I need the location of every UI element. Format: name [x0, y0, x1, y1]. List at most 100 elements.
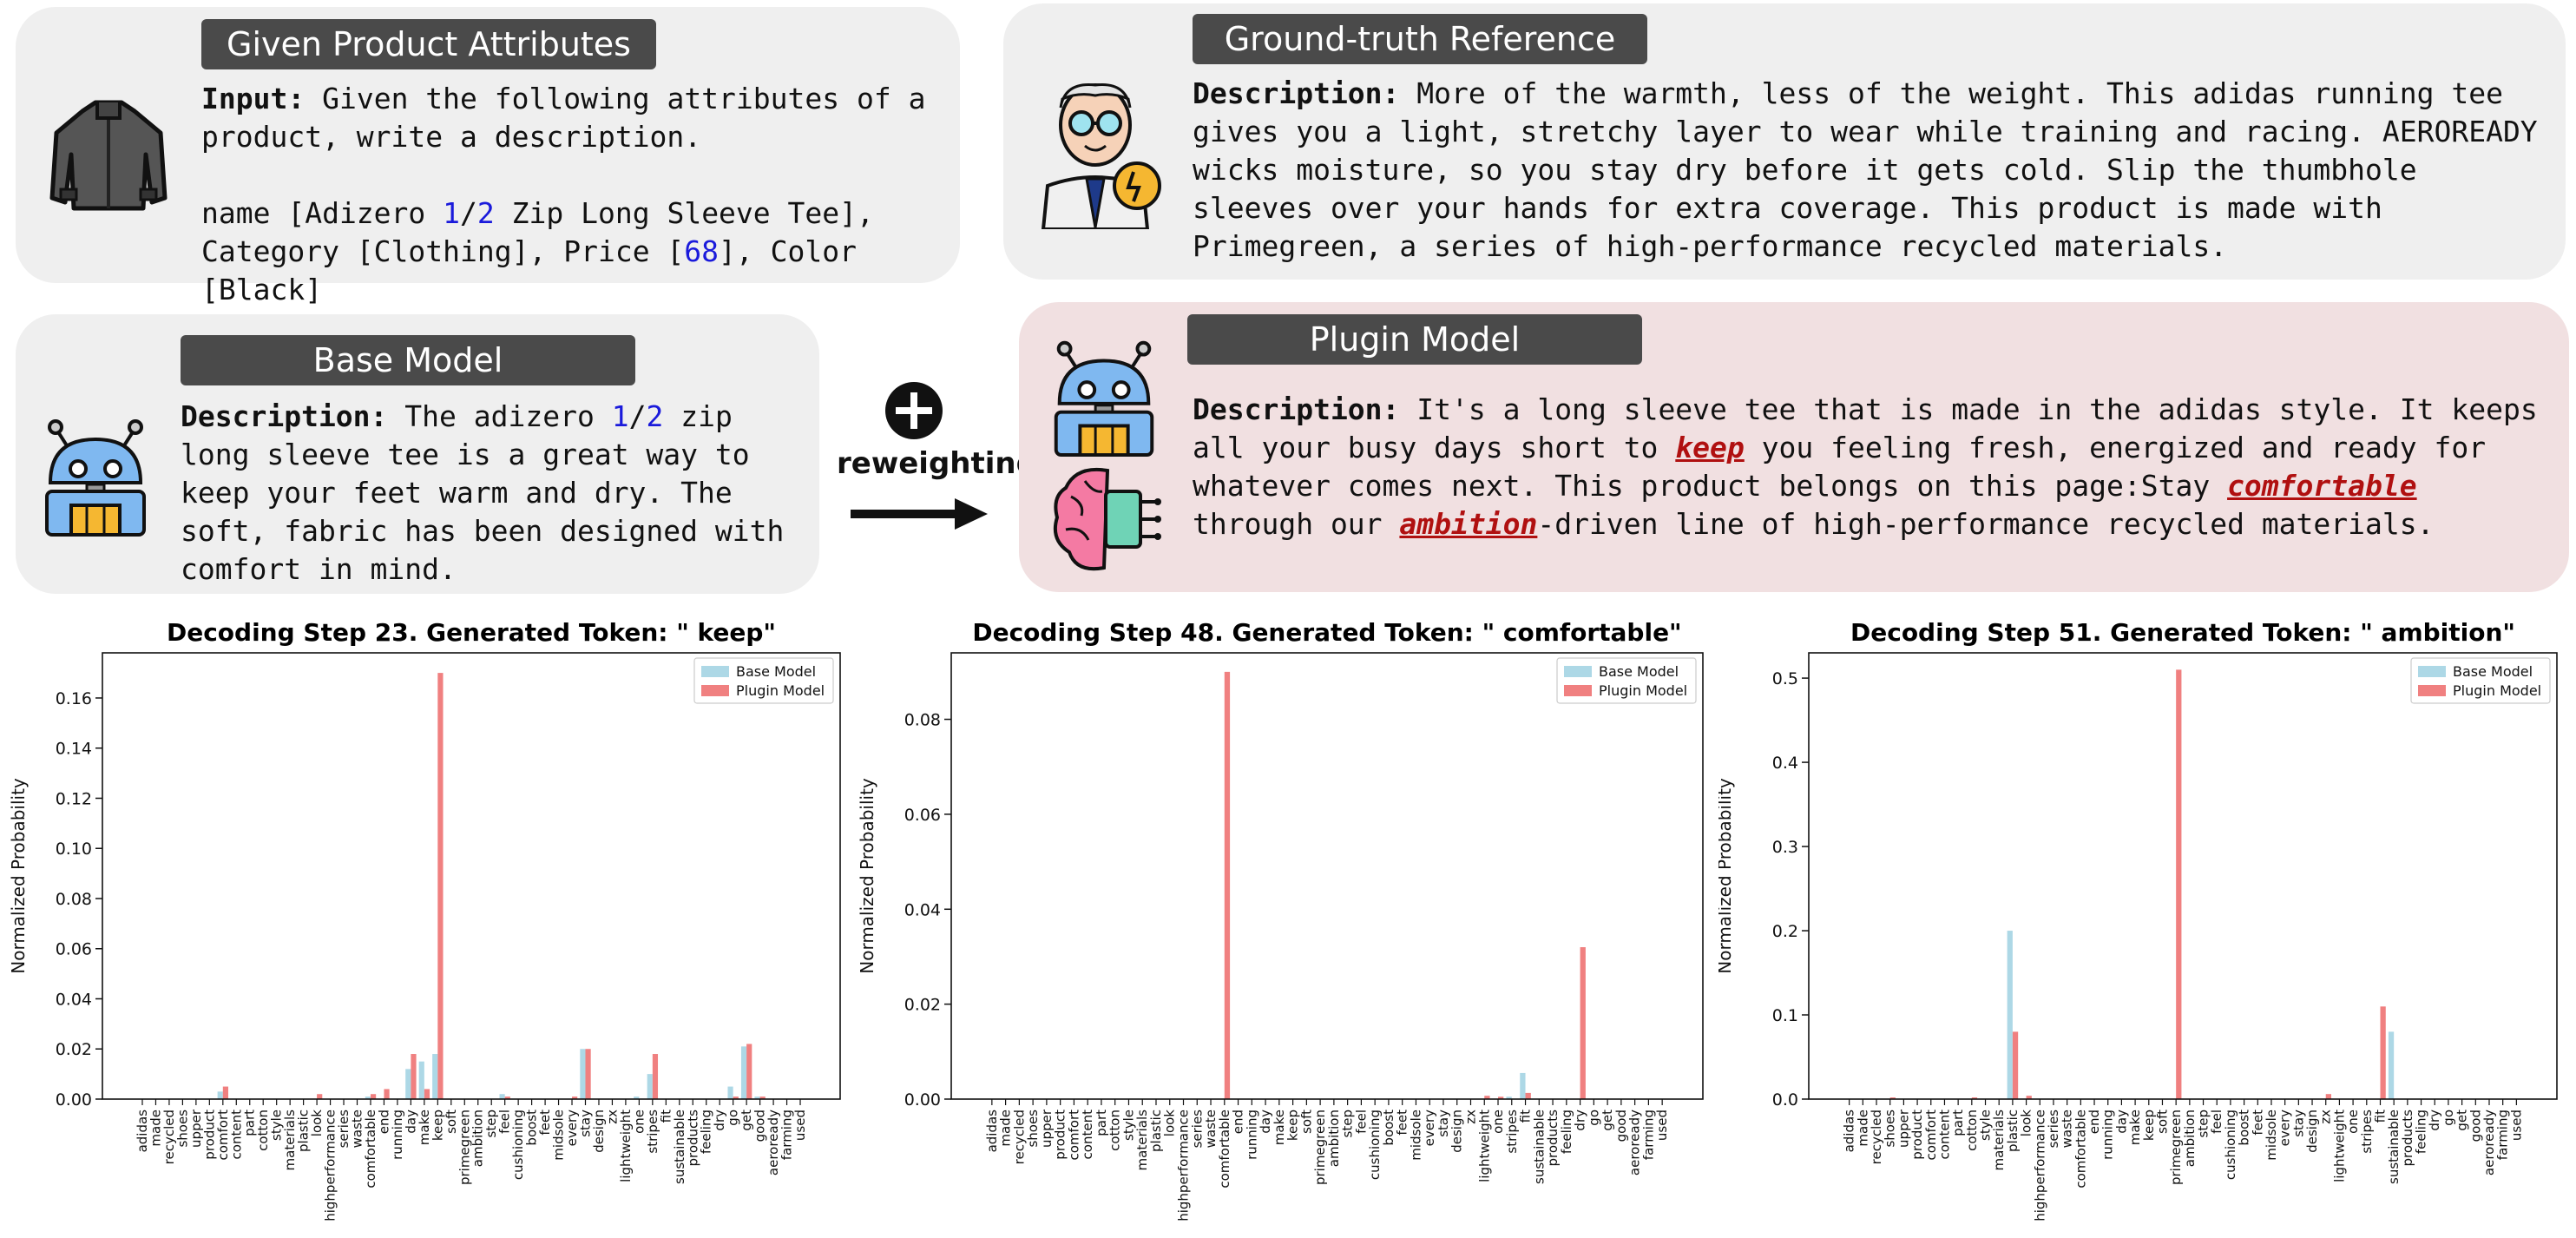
reference-description: Description: More of the warmth, less of… [1193, 76, 2555, 263]
x-tick-label: soft [444, 1110, 459, 1134]
x-tick-label: made [998, 1110, 1014, 1147]
x-tick-label: feel [1353, 1110, 1369, 1134]
x-tick-label: soft [1298, 1110, 1314, 1134]
y-tick-label: 0.08 [56, 890, 92, 909]
plot-frame [102, 652, 841, 1100]
bar-plugin-look [317, 1094, 323, 1099]
x-tick-label: recycled [1869, 1110, 1884, 1164]
x-tick-label: feel [497, 1110, 513, 1134]
x-tick-label: get [2454, 1110, 2470, 1131]
x-tick-label: day [403, 1110, 418, 1134]
x-tick-label: go [2441, 1110, 2456, 1126]
x-tick-label: fit [658, 1110, 674, 1123]
y-tick-label: 0.16 [56, 689, 92, 708]
x-tick-label: day [1258, 1110, 1273, 1134]
x-tick-label: aeroready [2481, 1110, 2497, 1175]
given-attributes-title: Given Product Attributes [201, 19, 656, 69]
x-tick-label: feet [2250, 1110, 2265, 1136]
x-tick-label: series [336, 1110, 352, 1149]
bar-plugin-good [759, 1096, 766, 1099]
given-attributes-line1: name [Adizero 1/2 Zip Long Sleeve Tee], [201, 196, 874, 230]
bar-plugin-fit [2380, 1006, 2386, 1099]
x-tick-label: comfortable [1217, 1110, 1232, 1189]
x-tick-label: farming [2495, 1110, 2511, 1160]
y-tick-label: 0.0 [1772, 1090, 1798, 1110]
x-tick-label: ambition [1326, 1110, 1342, 1167]
x-tick-label: waste [350, 1110, 365, 1148]
robot-icon [45, 419, 146, 537]
x-tick-label: design [1449, 1110, 1465, 1153]
x-tick-label: end [376, 1110, 391, 1134]
x-tick-label: series [2046, 1110, 2061, 1149]
x-tick-label: feeling [1559, 1110, 1574, 1154]
x-tick-label: style [1120, 1110, 1136, 1141]
x-tick-label: waste [1203, 1110, 1219, 1148]
y-tick-label: 0.04 [56, 990, 92, 1009]
legend-label: Plugin Model [736, 682, 825, 699]
x-tick-label: highperformance [323, 1110, 338, 1222]
bar-base-plastic [2007, 931, 2013, 1099]
bar-base-go [727, 1086, 733, 1099]
x-tick-label: products [2400, 1110, 2415, 1167]
x-tick-label: dry [712, 1110, 727, 1131]
bar-plugin-feel [504, 1096, 510, 1099]
legend-swatch [701, 666, 729, 677]
legend-label: Base Model [2453, 663, 2533, 680]
bar-plugin-make [424, 1089, 430, 1099]
y-tick-label: 0.04 [904, 900, 941, 919]
plus-circle-icon [885, 382, 943, 439]
x-tick-label: adidas [135, 1110, 150, 1153]
x-tick-label: part [242, 1110, 258, 1136]
x-tick-label: step [1340, 1110, 1356, 1137]
x-tick-label: stripes [2359, 1110, 2375, 1154]
x-tick-label: plastic [1148, 1110, 1164, 1152]
x-tick-label: materials [282, 1110, 298, 1171]
x-tick-label: boost [1381, 1110, 1396, 1146]
bar-plugin-keep [437, 673, 444, 1099]
highlight-comfortable: comfortable [2227, 469, 2417, 503]
x-tick-label: one [1490, 1110, 1506, 1134]
x-tick-label: fit [2372, 1110, 2388, 1123]
x-tick-label: made [1855, 1110, 1870, 1147]
x-tick-label: content [1080, 1110, 1095, 1160]
highlight-ambition: ambition [1399, 507, 1538, 541]
x-tick-label: zx [2318, 1110, 2334, 1124]
chart-step-48: Decoding Step 48. Generated Token: " com… [859, 618, 1704, 1222]
x-tick-label: adidas [1842, 1110, 1857, 1153]
scientist-icon [1041, 83, 1161, 229]
bar-plugin-lightweight [1484, 1096, 1490, 1099]
y-tick-label: 0.08 [904, 711, 941, 730]
x-tick-label: used [1654, 1110, 1670, 1141]
bar-plugin-stay [585, 1049, 591, 1099]
plugin-model-description: Description: It's a long sleeve tee that… [1193, 392, 2555, 541]
x-tick-label: stay [1436, 1110, 1451, 1137]
y-tick-label: 0.1 [1772, 1006, 1798, 1025]
x-tick-label: design [591, 1110, 607, 1153]
legend-swatch [1564, 685, 1592, 696]
x-tick-label: farming [1640, 1110, 1656, 1160]
x-tick-label: sustainable [1531, 1110, 1547, 1184]
x-tick-label: midsole [551, 1110, 567, 1161]
bar-plugin-dry [1580, 947, 1586, 1099]
x-tick-label: step [2196, 1110, 2211, 1137]
x-tick-label: cushioning [1367, 1110, 1383, 1180]
x-tick-label: running [2100, 1110, 2116, 1160]
x-tick-label: materials [1991, 1110, 2007, 1171]
x-tick-label: good [1613, 1110, 1629, 1142]
x-tick-label: farming [779, 1110, 795, 1160]
x-tick-label: ambition [470, 1110, 486, 1167]
bar-base-stay [580, 1049, 586, 1099]
bar-base-comfortable [365, 1096, 371, 1099]
x-tick-label: day [2113, 1110, 2129, 1134]
bar-base-day [405, 1069, 411, 1099]
highlight-keep: keep [1675, 431, 1745, 464]
y-tick-label: 0.3 [1772, 838, 1798, 857]
bar-plugin-fit [1525, 1092, 1531, 1099]
x-tick-label: stay [577, 1110, 593, 1137]
x-tick-label: feel [2209, 1110, 2224, 1134]
bar-plugin-comfortable [370, 1094, 377, 1099]
bar-plugin-go [733, 1096, 739, 1099]
x-tick-label: cotton [255, 1110, 271, 1151]
bar-base-make [418, 1061, 424, 1099]
x-tick-label: boost [2237, 1110, 2252, 1146]
